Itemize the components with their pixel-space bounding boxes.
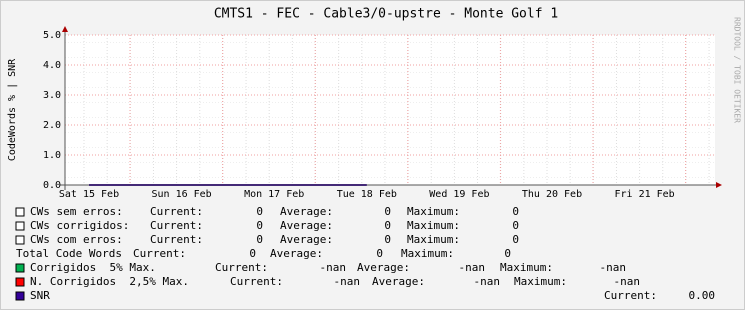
legend-swatch bbox=[15, 207, 25, 217]
y-axis-label: CodeWords % | SNR bbox=[7, 58, 18, 161]
legend-swatch bbox=[15, 291, 25, 301]
x-tick-label: Sat 15 Feb bbox=[59, 189, 119, 200]
plot-area bbox=[65, 35, 715, 185]
y-tick-label: 4.0 bbox=[43, 60, 61, 71]
legend-stat-label: Current: bbox=[150, 219, 203, 232]
legend-stat-label: Current: bbox=[215, 261, 268, 274]
chart-title: CMTS1 - FEC - Cable3/0-upstre - Monte Go… bbox=[214, 7, 558, 22]
x-tick-label: Thu 20 Feb bbox=[522, 189, 582, 200]
legend-swatch bbox=[15, 263, 25, 273]
legend-label: CWs com erros: bbox=[30, 233, 123, 246]
x-tick-label: Tue 18 Feb bbox=[337, 189, 397, 200]
legend-stat-label: Current: bbox=[604, 289, 657, 302]
y-tick-label: 1.0 bbox=[43, 150, 61, 161]
legend-stat-value: 0 bbox=[384, 219, 391, 232]
legend-stat-value: 0 bbox=[256, 205, 263, 218]
legend-stat-label: Maximum: bbox=[407, 233, 460, 246]
legend-stat-value: -nan bbox=[474, 275, 501, 288]
legend-stat-label: Current: bbox=[150, 205, 203, 218]
y-tick-label: 2.0 bbox=[43, 120, 61, 131]
legend-stat-value: 0 bbox=[384, 233, 391, 246]
y-axis-arrow bbox=[62, 26, 68, 32]
legend-stat-value: -nan bbox=[320, 261, 347, 274]
legend-stat-label: Current: bbox=[150, 233, 203, 246]
legend-stat-value: -nan bbox=[600, 261, 627, 274]
legend-stat-label: Average: bbox=[280, 205, 333, 218]
legend-stat-value: 0 bbox=[249, 247, 256, 260]
legend-stat-label: Maximum: bbox=[401, 247, 454, 260]
legend-stat-value: 0 bbox=[512, 233, 519, 246]
y-tick-label: 3.0 bbox=[43, 90, 61, 101]
legend-swatch bbox=[15, 221, 25, 231]
y-tick-label: 0.0 bbox=[43, 180, 61, 191]
legend-stat-value: -nan bbox=[459, 261, 486, 274]
legend-stat-value: 0 bbox=[256, 233, 263, 246]
legend-stat-value: 0 bbox=[512, 205, 519, 218]
watermark: RRDTOOL / TOBI OETIKER bbox=[733, 17, 742, 123]
legend-label: CWs corrigidos: bbox=[30, 219, 129, 232]
x-tick-label: Wed 19 Feb bbox=[429, 189, 489, 200]
legend-swatch bbox=[15, 277, 25, 287]
legend-stat-value: 0 bbox=[256, 219, 263, 232]
legend-stat-value: 0 bbox=[504, 247, 511, 260]
legend-stat-label: Maximum: bbox=[407, 205, 460, 218]
legend-stat-label: Average: bbox=[357, 261, 410, 274]
x-tick-label: Fri 21 Feb bbox=[614, 189, 674, 200]
legend-label: N. Corrigidos 2,5% Max. bbox=[30, 275, 189, 288]
legend-stat-value: 0 bbox=[376, 247, 383, 260]
legend-stat-value: 0 bbox=[512, 219, 519, 232]
legend-stat-label: Average: bbox=[270, 247, 323, 260]
x-tick-label: Sun 16 Feb bbox=[151, 189, 211, 200]
legend-stat-value: 0 bbox=[384, 205, 391, 218]
legend-label: Total Code Words bbox=[16, 247, 122, 260]
x-axis-arrow bbox=[716, 182, 722, 188]
legend-stat-label: Maximum: bbox=[500, 261, 553, 274]
legend-stat-label: Current: bbox=[133, 247, 186, 260]
legend-stat-value: -nan bbox=[614, 275, 641, 288]
legend-stat-label: Average: bbox=[372, 275, 425, 288]
legend-swatch bbox=[15, 235, 25, 245]
y-tick-label: 5.0 bbox=[43, 30, 61, 41]
legend-stat-label: Average: bbox=[280, 233, 333, 246]
legend-stat-label: Current: bbox=[230, 275, 283, 288]
legend-stat-label: Average: bbox=[280, 219, 333, 232]
legend-stat-label: Maximum: bbox=[407, 219, 460, 232]
legend-stat-value: -nan bbox=[334, 275, 361, 288]
legend-label: CWs sem erros: bbox=[30, 205, 123, 218]
x-tick-label: Mon 17 Feb bbox=[244, 189, 304, 200]
legend-stat-label: Maximum: bbox=[514, 275, 567, 288]
legend-label: Corrigidos 5% Max. bbox=[30, 261, 156, 274]
legend-stat-value: 0.00 bbox=[689, 289, 716, 302]
legend-label: SNR bbox=[30, 289, 50, 302]
